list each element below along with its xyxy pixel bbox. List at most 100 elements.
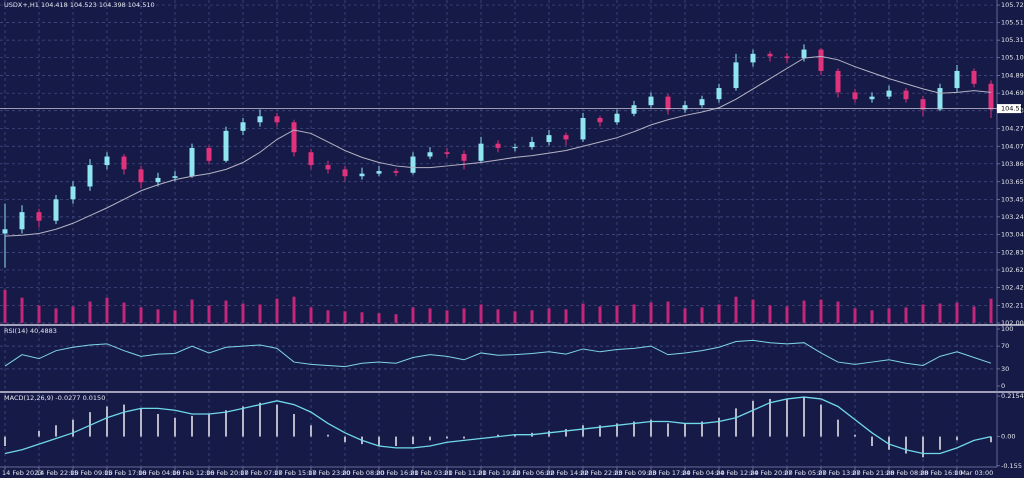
volume-bar bbox=[785, 306, 789, 323]
y-tick-label: 0 bbox=[1001, 382, 1005, 390]
x-tick-label: 17 Feb 15:00 bbox=[274, 469, 317, 477]
x-tick-label: 27 Feb 05:00 bbox=[784, 469, 827, 477]
volume-bar bbox=[496, 309, 500, 323]
rsi-line bbox=[4, 339, 992, 368]
candle-body bbox=[104, 156, 110, 166]
x-tick-label: 28 Feb 16:00 bbox=[920, 469, 963, 477]
candle-body bbox=[818, 49, 824, 71]
x-tick-label: 28 Feb 08:00 bbox=[886, 469, 929, 477]
candle-body bbox=[274, 116, 280, 123]
volume-bar bbox=[870, 310, 874, 323]
volume-bar bbox=[530, 310, 534, 323]
x-tick-label: 22 Feb 06:00 bbox=[512, 469, 555, 477]
volume-bar bbox=[224, 300, 228, 323]
x-tick-label: 14 Feb 2023 bbox=[2, 469, 42, 477]
y-tick-label: 103.245 bbox=[1001, 213, 1024, 221]
candle-body bbox=[767, 53, 773, 57]
x-tick-label: 21 Feb 19:00 bbox=[478, 469, 521, 477]
y-tick-label: 103.040 bbox=[1001, 230, 1024, 238]
volume-bar bbox=[343, 311, 347, 323]
volume-bar bbox=[734, 296, 738, 323]
volume-bar bbox=[649, 302, 653, 323]
volume-bar bbox=[20, 297, 24, 323]
volume-bar bbox=[666, 301, 670, 323]
x-tick-label: 14 Feb 22:00 bbox=[36, 469, 79, 477]
moving-average bbox=[4, 55, 992, 237]
y-tick-label: 104.275 bbox=[1001, 125, 1024, 133]
volume-bar bbox=[445, 310, 449, 323]
candle-body bbox=[325, 165, 331, 170]
candle-body bbox=[53, 199, 59, 221]
volume-bar bbox=[547, 308, 551, 323]
y-tick-label: 103.865 bbox=[1001, 160, 1024, 168]
candle-body bbox=[716, 88, 722, 100]
x-tick-label: 24 Feb 04:00 bbox=[682, 469, 725, 477]
candle-body bbox=[631, 105, 637, 114]
candle-body bbox=[427, 152, 433, 157]
candle-body bbox=[546, 135, 552, 142]
candle-body bbox=[597, 118, 603, 123]
candle-body bbox=[257, 116, 263, 123]
candle-body bbox=[138, 169, 144, 183]
candle-body bbox=[36, 212, 42, 221]
volume-bar bbox=[615, 305, 619, 323]
y-tick-label: 102.420 bbox=[1001, 283, 1024, 291]
candle-body bbox=[19, 212, 25, 230]
volume-bar bbox=[71, 306, 75, 323]
panel-title: MACD(12,26,9) -0.0277 0.0150 bbox=[4, 394, 105, 402]
x-tick-label: 20 Feb 16:00 bbox=[376, 469, 419, 477]
candle-body bbox=[869, 96, 875, 100]
candle-body bbox=[393, 171, 399, 173]
panel-title: USDX+,H1 104.418 104.523 104.398 104.510 bbox=[4, 1, 155, 9]
candle-body bbox=[920, 99, 926, 110]
volume-bar bbox=[258, 304, 262, 323]
candle-body bbox=[852, 92, 858, 100]
x-tick-label: 16 Feb 20:00 bbox=[206, 469, 249, 477]
volume-bar bbox=[853, 308, 857, 323]
volume-bar bbox=[632, 304, 636, 323]
candle-body bbox=[580, 118, 586, 140]
candle-body bbox=[121, 156, 127, 170]
volume-bar bbox=[156, 309, 160, 323]
y-tick-label: 104.070 bbox=[1001, 142, 1024, 150]
panel-title: RSI(14) 40.4883 bbox=[4, 327, 57, 335]
y-tick-label: 70 bbox=[1001, 342, 1009, 350]
candle-body bbox=[784, 56, 790, 59]
volume-bar bbox=[887, 308, 891, 323]
x-tick-label: 1 Mar 03:00 bbox=[954, 469, 993, 477]
x-tick-label: 21 Feb 11:00 bbox=[444, 469, 487, 477]
volume-bar bbox=[564, 309, 568, 323]
candle-body bbox=[444, 152, 450, 154]
x-tick-label: 16 Feb 04:00 bbox=[138, 469, 181, 477]
candle-body bbox=[240, 122, 246, 131]
x-tick-label: 22 Feb 22:00 bbox=[580, 469, 623, 477]
candle-body bbox=[733, 62, 739, 89]
volume-bar bbox=[54, 308, 58, 323]
volume-bar bbox=[921, 304, 925, 323]
candle-body bbox=[223, 130, 229, 161]
x-tick-label: 27 Feb 13:00 bbox=[818, 469, 861, 477]
volume-bar bbox=[207, 305, 211, 323]
y-tick-label: 103.655 bbox=[1001, 178, 1024, 186]
y-tick-label: 0.2154 bbox=[1001, 392, 1024, 400]
y-tick-label: 105.720 bbox=[1001, 1, 1024, 9]
volume-bar bbox=[819, 299, 823, 323]
x-tick-label: 24 Feb 12:00 bbox=[716, 469, 759, 477]
candle-body bbox=[801, 49, 807, 59]
volume-bar bbox=[955, 302, 959, 323]
y-tick-label: 103.450 bbox=[1001, 195, 1024, 203]
candle-body bbox=[206, 147, 212, 161]
candle-body bbox=[410, 156, 416, 173]
volume-bar bbox=[105, 297, 109, 323]
volume-bar bbox=[139, 307, 143, 323]
volume-bar bbox=[88, 301, 92, 323]
candle-body bbox=[87, 165, 93, 187]
candle-body bbox=[478, 143, 484, 161]
candle-body bbox=[2, 229, 8, 234]
y-tick-label: 105.105 bbox=[1001, 54, 1024, 62]
candle-body bbox=[189, 147, 195, 177]
candle-body bbox=[937, 88, 943, 110]
volume-bar bbox=[904, 307, 908, 323]
y-tick-label: 100 bbox=[1001, 325, 1013, 333]
